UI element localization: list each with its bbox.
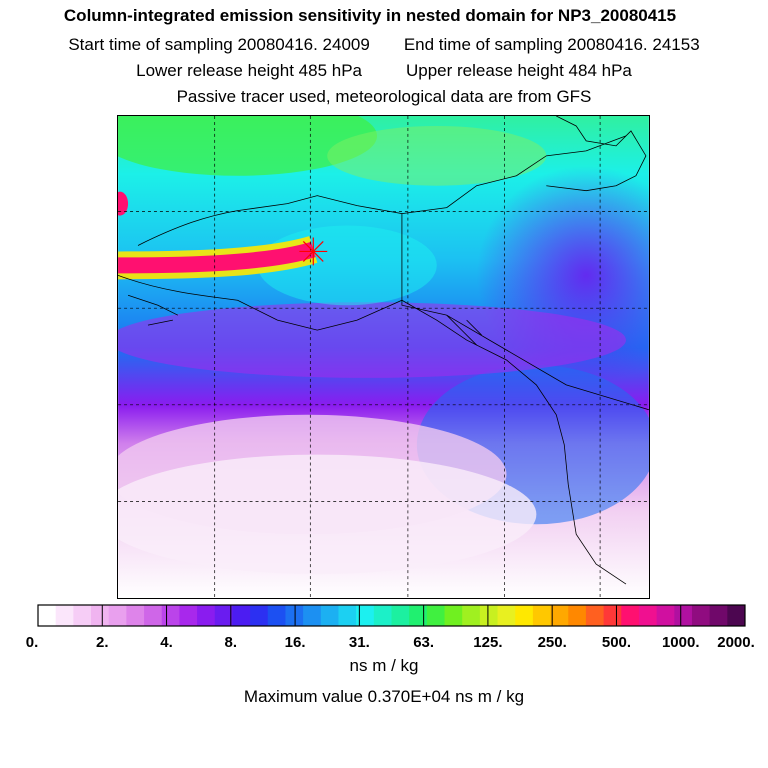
colorbar-tick-label: 250.: [537, 634, 567, 651]
colorbar-swatch: [550, 605, 569, 626]
colorbar-swatch: [38, 605, 57, 626]
colorbar-swatch: [126, 605, 145, 626]
colorbar-tick-label: 2000.: [717, 634, 755, 651]
colorbar-swatch: [161, 605, 180, 626]
colorbar-swatch: [674, 605, 693, 626]
colorbar-swatch: [73, 605, 92, 626]
colorbar-swatch: [214, 605, 233, 626]
colorbar-tick-label: 125.: [473, 634, 503, 651]
colorbar-tick-label: 500.: [601, 634, 632, 651]
colorbar-swatch: [356, 605, 375, 626]
colorbar-tick-label: 31.: [348, 634, 370, 651]
colorbar-swatch: [267, 605, 286, 626]
colorbar-swatch: [179, 605, 198, 626]
star-cross-icon: [299, 237, 328, 266]
colorbar-swatch: [91, 605, 110, 626]
colorbar-tick-label: 0.: [25, 634, 39, 651]
max-value-text: Maximum value 0.370E+04 ns m / kg: [243, 687, 525, 706]
colorbar-swatch: [108, 605, 127, 626]
colorbar-swatch: [197, 605, 216, 626]
colorbar-swatch: [621, 605, 640, 626]
plot-title: Column-integrated emission sensitivity i…: [63, 6, 677, 25]
colorbar-swatch: [285, 605, 304, 626]
colorbar-swatch: [462, 605, 481, 626]
colorbar-swatch: [497, 605, 516, 626]
colorbar-swatch: [409, 605, 428, 626]
colorbar-border: [37, 604, 746, 627]
tracer-note: Passive tracer used, meteorological data…: [176, 87, 592, 106]
colorbar-swatch: [727, 605, 746, 626]
colorbar-swatch: [373, 605, 392, 626]
colorbar: [37, 604, 746, 627]
colorbar-tick-label: 8.: [224, 634, 238, 651]
colorbar-tick-label: 4.: [160, 634, 173, 651]
colorbar-swatch: [515, 605, 534, 626]
colorbar-units: ns m / kg: [349, 656, 419, 675]
sampling-time-line: Start time of sampling 20080416. 24009 En…: [0, 35, 768, 55]
colorbar-swatch: [444, 605, 463, 626]
colorbar-swatch: [426, 605, 446, 626]
colorbar-swatch: [320, 605, 339, 626]
colorbar-tick-label: 2.: [96, 634, 109, 651]
colorbar-swatch: [691, 605, 711, 626]
upper-release-label: Upper release height 484 hPa: [406, 61, 632, 80]
colorbar-tick-label: 16.: [284, 634, 306, 651]
colorbar-swatch: [603, 605, 622, 626]
colorbar-tick-label: 1000.: [661, 634, 700, 651]
colorbar-swatch: [338, 605, 357, 626]
colorbar-swatch: [638, 605, 658, 626]
colorbar-swatch: [585, 605, 605, 626]
colorbar-swatch: [144, 605, 163, 626]
end-time-label: End time of sampling 20080416. 24153: [403, 35, 700, 54]
colorbar-swatch: [250, 605, 269, 626]
start-time-label: Start time of sampling 20080416. 24009: [68, 35, 370, 54]
colorbar-swatch: [709, 605, 728, 626]
colorbar-swatch: [532, 605, 552, 626]
colorbar-swatch: [391, 605, 410, 626]
colorbar-swatch: [303, 605, 322, 626]
sensitivity-map: [117, 115, 650, 599]
colorbar-tick-label: 63.: [413, 634, 435, 651]
lower-release-label: Lower release height 485 hPa: [136, 61, 362, 80]
colorbar-swatch: [479, 605, 499, 626]
colorbar-swatch: [55, 605, 74, 626]
colorbar-swatch: [232, 605, 251, 626]
colorbar-swatch: [656, 605, 675, 626]
release-height-line: Lower release height 485 hPa Upper releas…: [0, 61, 768, 81]
colorbar-swatch: [568, 605, 587, 626]
